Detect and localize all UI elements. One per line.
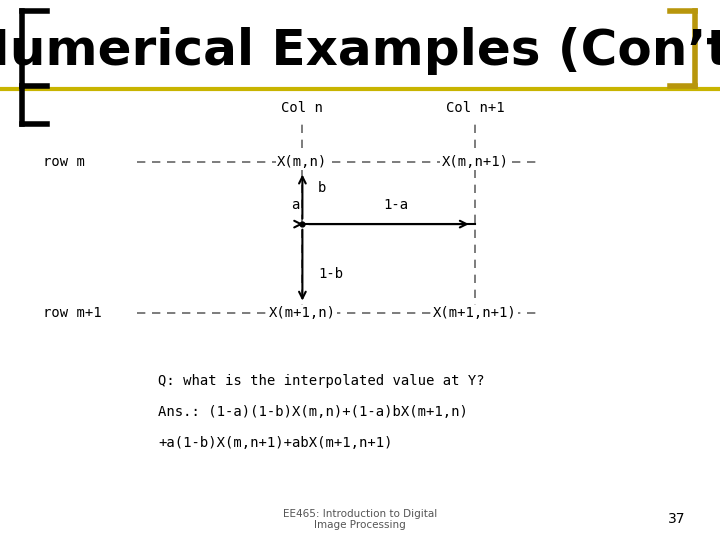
Text: Numerical Examples (Con’t): Numerical Examples (Con’t) (0, 28, 720, 75)
Text: 1-a: 1-a (384, 198, 408, 212)
Text: Q: what is the interpolated value at Y?: Q: what is the interpolated value at Y? (158, 374, 485, 388)
Text: row m+1: row m+1 (43, 306, 102, 320)
Text: Col n+1: Col n+1 (446, 101, 505, 115)
Text: Ans.: (1-a)(1-b)X(m,n)+(1-a)bX(m+1,n): Ans.: (1-a)(1-b)X(m,n)+(1-a)bX(m+1,n) (158, 405, 468, 419)
Text: row m: row m (43, 155, 85, 169)
Text: 37: 37 (668, 512, 685, 526)
Text: X(m+1,n): X(m+1,n) (269, 306, 336, 320)
Text: Col n: Col n (282, 101, 323, 115)
Text: +a(1-b)X(m,n+1)+abX(m+1,n+1): +a(1-b)X(m,n+1)+abX(m+1,n+1) (158, 436, 393, 450)
Text: a: a (291, 198, 300, 212)
Text: X(m,n+1): X(m,n+1) (441, 155, 509, 169)
Text: X(m,n): X(m,n) (277, 155, 328, 169)
Text: X(m+1,n+1): X(m+1,n+1) (433, 306, 517, 320)
Text: EE465: Introduction to Digital
Image Processing: EE465: Introduction to Digital Image Pro… (283, 509, 437, 530)
Text: 1-b: 1-b (318, 267, 343, 281)
Text: b: b (318, 181, 327, 194)
